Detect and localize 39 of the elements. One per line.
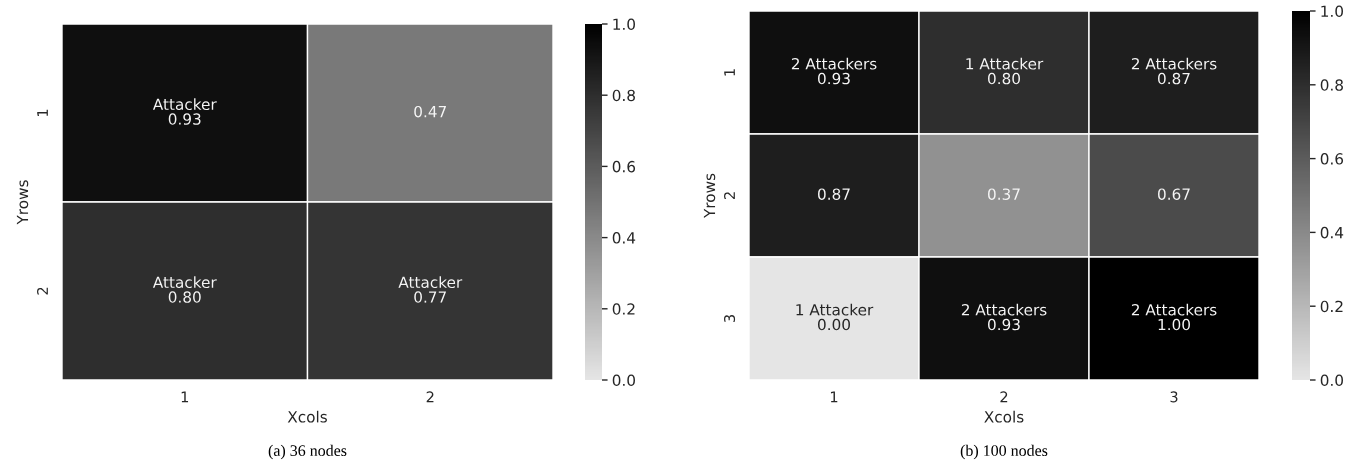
data-label: 1 Attacker 0.80 bbox=[966, 57, 1044, 85]
color-bar-label: 0.8 bbox=[1320, 79, 1343, 91]
y-tick-label: 1 bbox=[724, 69, 735, 76]
data-label: Attacker 0.80 bbox=[152, 276, 217, 303]
data-label: 2 Attackers 0.87 bbox=[1131, 57, 1217, 85]
data-label: Attacker 0.77 bbox=[398, 276, 463, 303]
color-bar-label: 0.0 bbox=[612, 374, 635, 387]
color-bar-label: 0.2 bbox=[612, 303, 635, 315]
x-tick-label: 3 bbox=[1170, 391, 1178, 403]
y-axis-title: Yrows bbox=[703, 173, 716, 219]
data-label: 2 Attackers 1.00 bbox=[1131, 303, 1217, 331]
data-label: 0.47 bbox=[414, 105, 446, 118]
data-label: 2 Attackers 0.93 bbox=[791, 57, 877, 85]
color-bar-label: 0.0 bbox=[1320, 374, 1343, 387]
color-bar-label: 0.6 bbox=[1320, 153, 1344, 165]
color-bar-label: 0.4 bbox=[1320, 226, 1344, 239]
x-tick-label: 2 bbox=[1000, 391, 1008, 403]
x-axis-title: Xcols bbox=[984, 410, 1024, 423]
color-bar-label: 0.2 bbox=[1320, 300, 1343, 313]
color-bar-label: 0.4 bbox=[612, 232, 636, 244]
data-label: Attacker 0.93 bbox=[152, 98, 217, 125]
data-label: 0.67 bbox=[1158, 188, 1190, 200]
text: (a) 36 nodes bbox=[268, 444, 347, 460]
y-axis-title: Yrows bbox=[16, 180, 29, 225]
data-label: 1 Attacker 0.00 bbox=[796, 303, 874, 331]
x-axis-title: Xcols bbox=[287, 410, 327, 423]
x-tick-label: 1 bbox=[181, 391, 189, 403]
y-tick-label: 3 bbox=[724, 315, 736, 323]
color-bar-label: 0.8 bbox=[612, 89, 635, 102]
y-tick-label: 2 bbox=[724, 192, 735, 200]
x-tick-label: 2 bbox=[426, 391, 434, 403]
data-label: 0.87 bbox=[818, 188, 850, 200]
data-label: 0.37 bbox=[988, 188, 1020, 200]
data-label: 2 Attackers 0.93 bbox=[961, 303, 1047, 331]
color-bar-label: 0.6 bbox=[612, 160, 636, 173]
x-tick-label: 1 bbox=[830, 391, 838, 403]
color-bar-label: 1.0 bbox=[613, 18, 635, 31]
color-bar-label: 1.0 bbox=[1321, 5, 1343, 18]
text: (b) 100 nodes bbox=[960, 444, 1048, 460]
